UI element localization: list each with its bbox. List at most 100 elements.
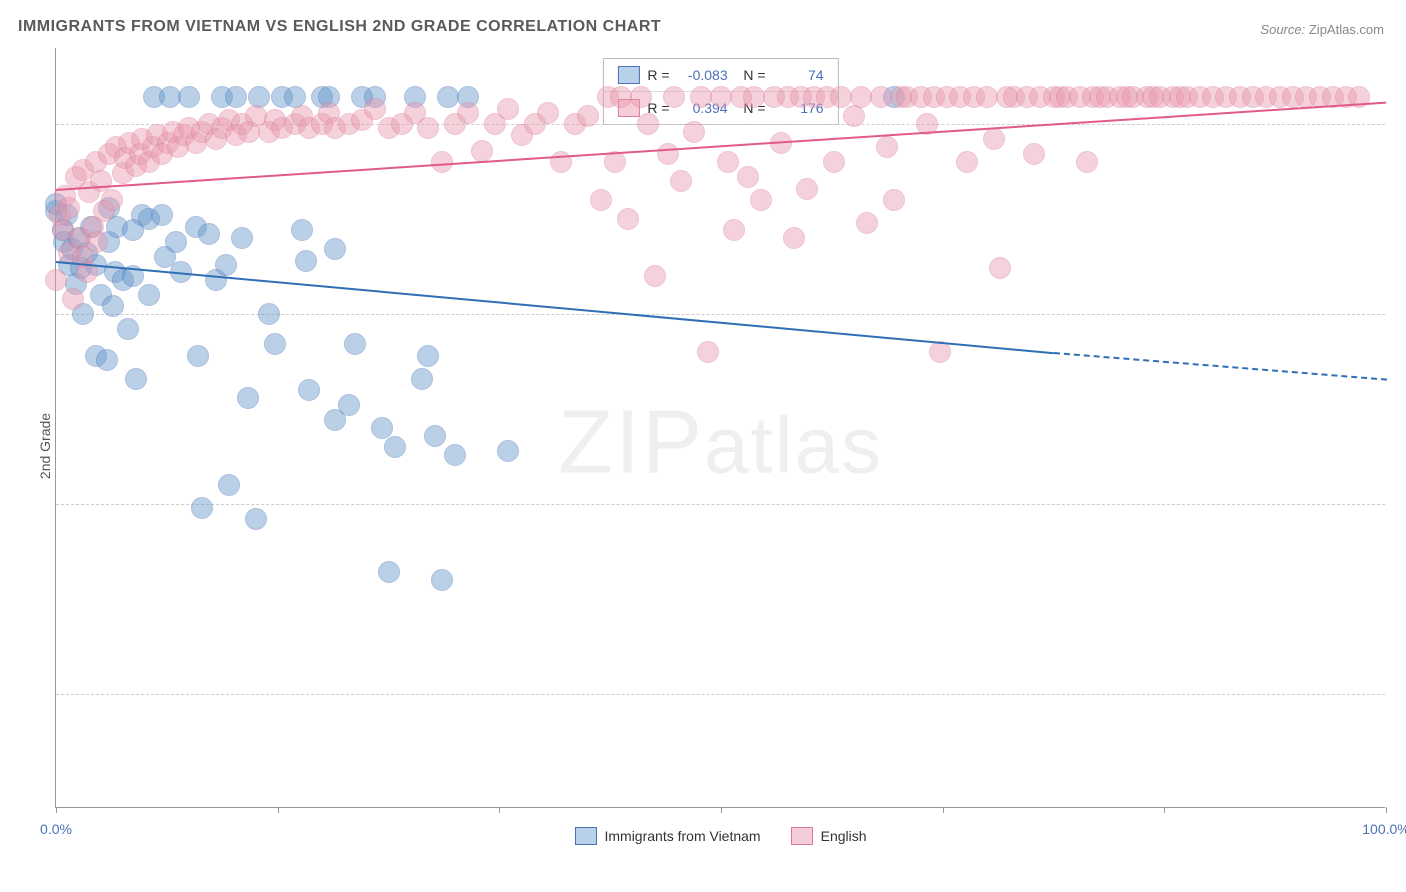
- legend-n-label: N =: [736, 67, 766, 83]
- legend-label: English: [821, 828, 867, 844]
- scatter-point: [644, 265, 666, 287]
- scatter-point: [657, 143, 679, 165]
- scatter-point: [411, 368, 433, 390]
- scatter-point: [850, 86, 872, 108]
- x-tick-label: 0.0%: [40, 821, 72, 837]
- scatter-point: [178, 86, 200, 108]
- scatter-point: [843, 105, 865, 127]
- scatter-point: [537, 102, 559, 124]
- x-tick: [56, 807, 57, 813]
- scatter-point: [690, 86, 712, 108]
- y-tick-label: 85.0%: [1395, 686, 1406, 702]
- legend-label: Immigrants from Vietnam: [604, 828, 760, 844]
- y-tick-label: 95.0%: [1395, 306, 1406, 322]
- scatter-point: [431, 151, 453, 173]
- scatter-point: [590, 189, 612, 211]
- legend-r-value: -0.083: [678, 67, 728, 83]
- y-axis-label: 2nd Grade: [37, 413, 53, 479]
- scatter-point: [444, 444, 466, 466]
- scatter-point: [187, 345, 209, 367]
- scatter-point: [417, 345, 439, 367]
- scatter-point: [617, 208, 639, 230]
- scatter-point: [783, 227, 805, 249]
- scatter-point: [198, 223, 220, 245]
- scatter-point: [215, 254, 237, 276]
- scatter-point: [96, 349, 118, 371]
- chart-container: IMMIGRANTS FROM VIETNAM VS ENGLISH 2ND G…: [0, 0, 1406, 892]
- scatter-point: [710, 86, 732, 108]
- scatter-point: [45, 269, 67, 291]
- scatter-point: [338, 394, 360, 416]
- scatter-point: [983, 128, 1005, 150]
- scatter-point: [258, 303, 280, 325]
- gridline: [56, 694, 1385, 695]
- scatter-point: [630, 86, 652, 108]
- scatter-point: [956, 151, 978, 173]
- x-tick-label: 100.0%: [1362, 821, 1406, 837]
- x-tick: [721, 807, 722, 813]
- source-attribution: Source: ZipAtlas.com: [1260, 22, 1384, 37]
- scatter-point: [497, 98, 519, 120]
- scatter-point: [976, 86, 998, 108]
- scatter-point: [291, 219, 313, 241]
- x-tick: [1386, 807, 1387, 813]
- legend-item: English: [791, 827, 867, 845]
- scatter-point: [876, 136, 898, 158]
- scatter-point: [437, 86, 459, 108]
- legend-n-value: 74: [774, 67, 824, 83]
- legend-swatch-icon: [574, 827, 596, 845]
- scatter-point: [218, 474, 240, 496]
- scatter-point: [823, 151, 845, 173]
- scatter-point: [989, 257, 1011, 279]
- scatter-point: [225, 86, 247, 108]
- scatter-point: [683, 121, 705, 143]
- gridline: [56, 314, 1385, 315]
- scatter-point: [417, 117, 439, 139]
- y-tick-label: 100.0%: [1395, 116, 1406, 132]
- legend-r-label: R =: [647, 67, 669, 83]
- scatter-point: [471, 140, 493, 162]
- scatter-point: [245, 508, 267, 530]
- scatter-point: [101, 189, 123, 211]
- scatter-point: [231, 227, 253, 249]
- scatter-point: [750, 189, 772, 211]
- scatter-point: [151, 204, 173, 226]
- scatter-point: [670, 170, 692, 192]
- source-value: ZipAtlas.com: [1309, 22, 1384, 37]
- scatter-point: [431, 569, 453, 591]
- scatter-point: [717, 151, 739, 173]
- scatter-point: [610, 86, 632, 108]
- x-tick: [499, 807, 500, 813]
- scatter-point: [125, 368, 147, 390]
- chart-title: IMMIGRANTS FROM VIETNAM VS ENGLISH 2ND G…: [18, 18, 661, 36]
- scatter-point: [165, 231, 187, 253]
- scatter-point: [344, 333, 366, 355]
- scatter-point: [324, 238, 346, 260]
- scatter-point: [237, 387, 259, 409]
- scatter-point: [424, 425, 446, 447]
- trend-line: [56, 261, 1054, 354]
- legend-swatch-icon: [617, 66, 639, 84]
- scatter-point: [384, 436, 406, 458]
- trend-line-extrapolated: [1053, 352, 1386, 381]
- watermark: ZIPatlas: [558, 391, 883, 494]
- scatter-point: [737, 166, 759, 188]
- scatter-point: [295, 250, 317, 272]
- scatter-point: [697, 341, 719, 363]
- scatter-point: [723, 219, 745, 241]
- y-tick-label: 90.0%: [1395, 496, 1406, 512]
- scatter-point: [191, 497, 213, 519]
- scatter-point: [138, 284, 160, 306]
- scatter-point: [796, 178, 818, 200]
- legend-item: Immigrants from Vietnam: [574, 827, 760, 845]
- scatter-point: [830, 86, 852, 108]
- source-label: Source:: [1260, 22, 1305, 37]
- scatter-point: [856, 212, 878, 234]
- plot-area: ZIPatlas R = -0.083 N = 74 R = 0.394 N =…: [55, 48, 1385, 808]
- scatter-point: [364, 98, 386, 120]
- legend-swatch-icon: [791, 827, 813, 845]
- scatter-point: [883, 189, 905, 211]
- x-tick: [278, 807, 279, 813]
- scatter-point: [371, 417, 393, 439]
- scatter-point: [457, 102, 479, 124]
